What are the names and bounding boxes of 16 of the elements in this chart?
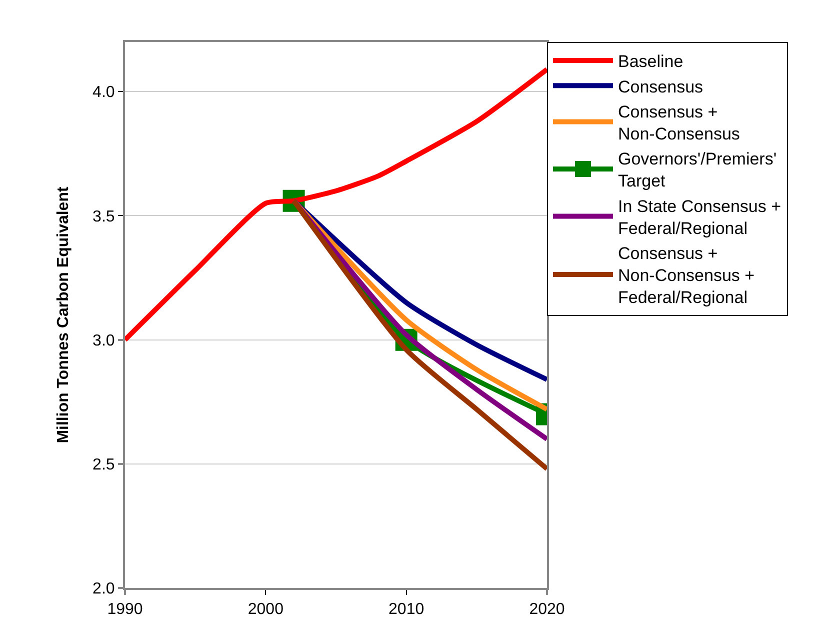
legend-label: In State Consensus + Federal/Regional <box>618 196 782 238</box>
x-tick-label: 1990 <box>107 601 143 618</box>
legend-label: Governors'/Premiers' Target <box>618 150 777 191</box>
y-tick-label: 3.5 <box>92 208 115 226</box>
y-tick-label: 2.0 <box>92 580 115 598</box>
legend-label: Consensus <box>618 77 704 96</box>
y-tick-label: 4.0 <box>92 84 115 102</box>
legend-label: Baseline <box>618 52 684 72</box>
y-tick-label: 2.5 <box>92 456 115 474</box>
x-tick-label: 2000 <box>248 601 284 618</box>
x-tick-label: 2020 <box>529 601 565 618</box>
x-tick-label: 2010 <box>388 601 424 618</box>
y-axis-title: Million Tonnes Carbon Equivalent <box>54 186 72 444</box>
legend-label: Consensus + Non-Consensus + Federal/Regional <box>618 244 755 308</box>
legend-label: Consensus + Non-Consensus <box>618 102 740 144</box>
y-tick-label: 3.0 <box>92 332 115 350</box>
